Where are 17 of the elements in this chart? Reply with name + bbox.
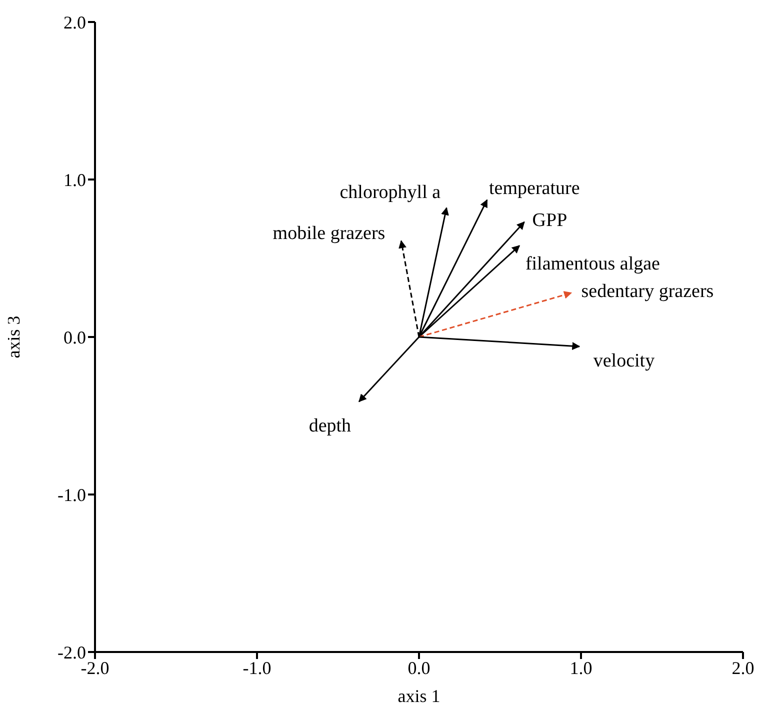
series-label: temperature [489,178,580,199]
series-label: filamentous algae [525,254,660,275]
y-tick-label: -1.0 [58,484,86,505]
x-axis-title: axis 1 [398,686,440,706]
series-label: depth [308,416,352,437]
x-tick-label: 0.0 [408,658,430,678]
x-tick-label: 2.0 [732,658,754,678]
series-label: chlorophyll a [340,182,442,203]
y-tick-label: 2.0 [64,12,86,32]
series-label: velocity [593,350,656,372]
series-label: GPP [532,210,568,232]
y-tick-label: 0.0 [64,327,86,348]
x-tick-label: 1.0 [570,658,592,678]
x-tick-label: -1.0 [242,658,272,678]
series-label: mobile grazers [272,222,386,244]
y-tick-label: 1.0 [64,170,86,190]
series-label: sedentary grazers [581,280,714,302]
